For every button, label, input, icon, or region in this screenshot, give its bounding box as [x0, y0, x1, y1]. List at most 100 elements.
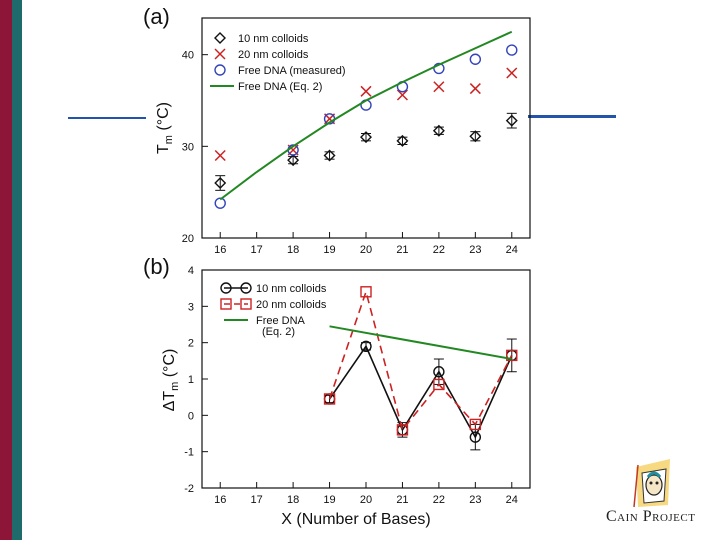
panel-b-x-ticks: 16 17 18 19 20 21 22 23 24: [214, 482, 518, 506]
panel-a-series-20-nm-colloids-point-stroke-2: [433, 81, 445, 93]
panel-a-series-10-nm-colloids-point: [396, 134, 409, 147]
panel-b-legend-item-marker: [240, 298, 252, 310]
panel-b-series-20-nm-colloids-point: [433, 378, 445, 391]
panel-b-series-20-nm-colloids-line: [328, 289, 513, 432]
panel-a-series-10-nm-colloids-point: [505, 114, 518, 127]
panel-b-x-axis-label: X (Number of Bases): [281, 511, 430, 528]
panel-a-series-10-nm-colloids-point: [323, 149, 336, 162]
panel-b-legend: 10 nm colloids 20 nm colloids Free DNA(Eq.…: [220, 282, 327, 338]
panel-a-series-10-nm-colloids-point: [469, 130, 482, 143]
panel-a-legend-item-marker: [214, 64, 226, 76]
panel-a-x-tick-label: 18: [287, 244, 299, 256]
panel-b-x-tick-label: 16: [214, 494, 226, 506]
panel-a-series-10-nm-colloids-point: [432, 124, 445, 137]
panel-a-legend: 10 nm colloids 20 nm colloids Free DNA (me…: [210, 32, 346, 93]
panel-a: (a) 20 30 40 16 17 18 19 20 21 22 23 24 Tm (°C) 10…: [143, 4, 531, 256]
panel-a-series-20-nm-colloids-point-stroke-2: [469, 83, 481, 95]
panel-a-series-10-nm-colloids-point: [214, 177, 227, 189]
panel-b-legend-item: 10 nm colloids: [220, 282, 327, 295]
panel-b-series-free-dna: [329, 325, 512, 361]
panel-a-series-free-dna-measured-point: [433, 62, 445, 75]
panel-a-x-tick-label: 19: [323, 244, 335, 256]
panel-b-series-20-nm-colloids: [323, 286, 518, 436]
decorative-line-right: [528, 115, 616, 118]
panel-a-series-20-nm-colloids-point: [506, 67, 518, 79]
panel-a-series-20-nm-colloids-point: [360, 85, 372, 97]
left-accent-bar-red: [0, 0, 12, 540]
panel-a-legend-item: 20 nm colloids: [214, 48, 309, 61]
panel-a-series-free-dna-eq-2-line: [219, 30, 513, 201]
panel-a-series-20-nm-colloids-point: [214, 149, 226, 162]
panel-a-series-free-dna-measured-point: [469, 53, 482, 65]
panel-b-x-tick-label: 23: [469, 494, 481, 506]
panel-b-legend-item-label: (Eq. 2): [262, 326, 295, 338]
panel-b-y-axis-label: ΔTm (°C): [161, 349, 181, 412]
panel-b-legend-item-marker: [220, 298, 232, 310]
panel-b-y-tick-label: -2: [184, 483, 194, 495]
panel-b-legend-item: 20 nm colloids: [220, 298, 327, 311]
panel-a-legend-item-marker: [214, 48, 226, 60]
panel-b-series-10-nm-colloids-line: [328, 344, 513, 439]
panel-b-series-20-nm-colloids-point: [323, 393, 336, 405]
panel-b-series-free-dna-line: [329, 325, 512, 361]
panel-b-x-tick-label: 19: [323, 494, 335, 506]
panel-a-y-ticks: 20 30 40: [182, 50, 208, 245]
panel-b-legend-item-label: 20 nm colloids: [256, 299, 327, 311]
panel-b-x-tick-label: 20: [360, 494, 372, 506]
panel-b-legend-item: Free DNA(Eq. 2): [224, 315, 306, 338]
panel-b-y-ticks: -2 -1 0 1 2 3 4: [184, 265, 208, 495]
panel-a-x-tick-label: 21: [396, 244, 408, 256]
panel-b-legend-item-marker: [220, 282, 232, 294]
panel-a-y-tick-label: 30: [182, 141, 194, 153]
panel-b-x-tick-label: 18: [287, 494, 299, 506]
panel-a-legend-item: Free DNA (measured): [214, 64, 346, 77]
panel-a-series: [214, 30, 518, 209]
panel-b-series-20-nm-colloids-point: [396, 424, 409, 436]
panel-b-series-10-nm-colloids-point: [433, 366, 445, 378]
panel-a-series-20-nm-colloids-point: [469, 83, 481, 95]
panel-a-legend-item: 10 nm colloids: [214, 32, 309, 45]
panel-a-series-20-nm-colloids-point: [396, 89, 408, 101]
panel-a-x-ticks: 16 17 18 19 20 21 22 23 24: [214, 232, 518, 256]
panel-b-legend-item-label: 10 nm colloids: [256, 283, 327, 295]
logo-text: Cain Project: [606, 508, 696, 525]
panel-b-y-tick-label: 1: [188, 374, 194, 386]
panel-a-y-tick-label: 40: [182, 50, 194, 62]
panel-a-series-20-nm-colloids-point-stroke-2: [506, 67, 518, 79]
panel-a-x-tick-label: 16: [214, 244, 226, 256]
panel-a-x-tick-label: 23: [469, 244, 481, 256]
panel-a-series-20-nm-colloids-point-stroke-2: [396, 89, 408, 101]
left-accent-bar-teal: [12, 0, 22, 540]
panel-a-legend-item-label: Free DNA (measured): [238, 65, 346, 77]
panel-a-x-tick-label: 17: [251, 244, 263, 256]
panel-b-y-tick-label: 3: [188, 301, 194, 313]
panel-b-legend-item-marker: [240, 282, 252, 294]
panel-b-x-tick-label: 24: [506, 494, 518, 506]
cain-project-logo-icon: [633, 459, 670, 508]
panel-b-x-tick-label: 17: [251, 494, 263, 506]
panel-a-legend-item: Free DNA (Eq. 2): [210, 81, 322, 93]
panel-a-series-free-dna-eq-2: [219, 30, 513, 201]
panel-b-y-tick-label: 0: [188, 410, 194, 422]
panel-a-series-20-nm-colloids-point: [433, 81, 445, 93]
panel-b-series-10-nm-colloids-point: [360, 340, 372, 352]
panel-a-series-20-nm-colloids-point-stroke-2: [360, 85, 372, 97]
panel-a-y-axis-label: Tm (°C): [155, 102, 175, 154]
panel-a-x-tick-label: 22: [433, 244, 445, 256]
panel-a-legend-item-marker-stroke-2: [214, 48, 226, 60]
panel-a-legend-item-label: 10 nm colloids: [238, 33, 309, 45]
panel-b-series-10-nm-colloids-point: [469, 431, 482, 443]
panel-a-series-10-nm-colloids: [214, 112, 518, 191]
panel-b-series-20-nm-colloids-point: [506, 349, 518, 362]
panel-a-legend-item-marker: [214, 32, 226, 44]
panel-b-y-tick-label: -1: [184, 447, 194, 459]
panel-b-series: [323, 286, 518, 451]
panel-b-label: (b): [143, 254, 170, 279]
panel-a-x-tick-label: 24: [506, 244, 518, 256]
panel-a-legend-item-label: 20 nm colloids: [238, 49, 309, 61]
panel-a-series-10-nm-colloids-point: [287, 154, 300, 167]
panel-b-legend-item-label: Free DNA: [256, 315, 306, 327]
panel-a-x-tick-label: 20: [360, 244, 372, 256]
panel-b-y-tick-label: 2: [188, 338, 194, 350]
